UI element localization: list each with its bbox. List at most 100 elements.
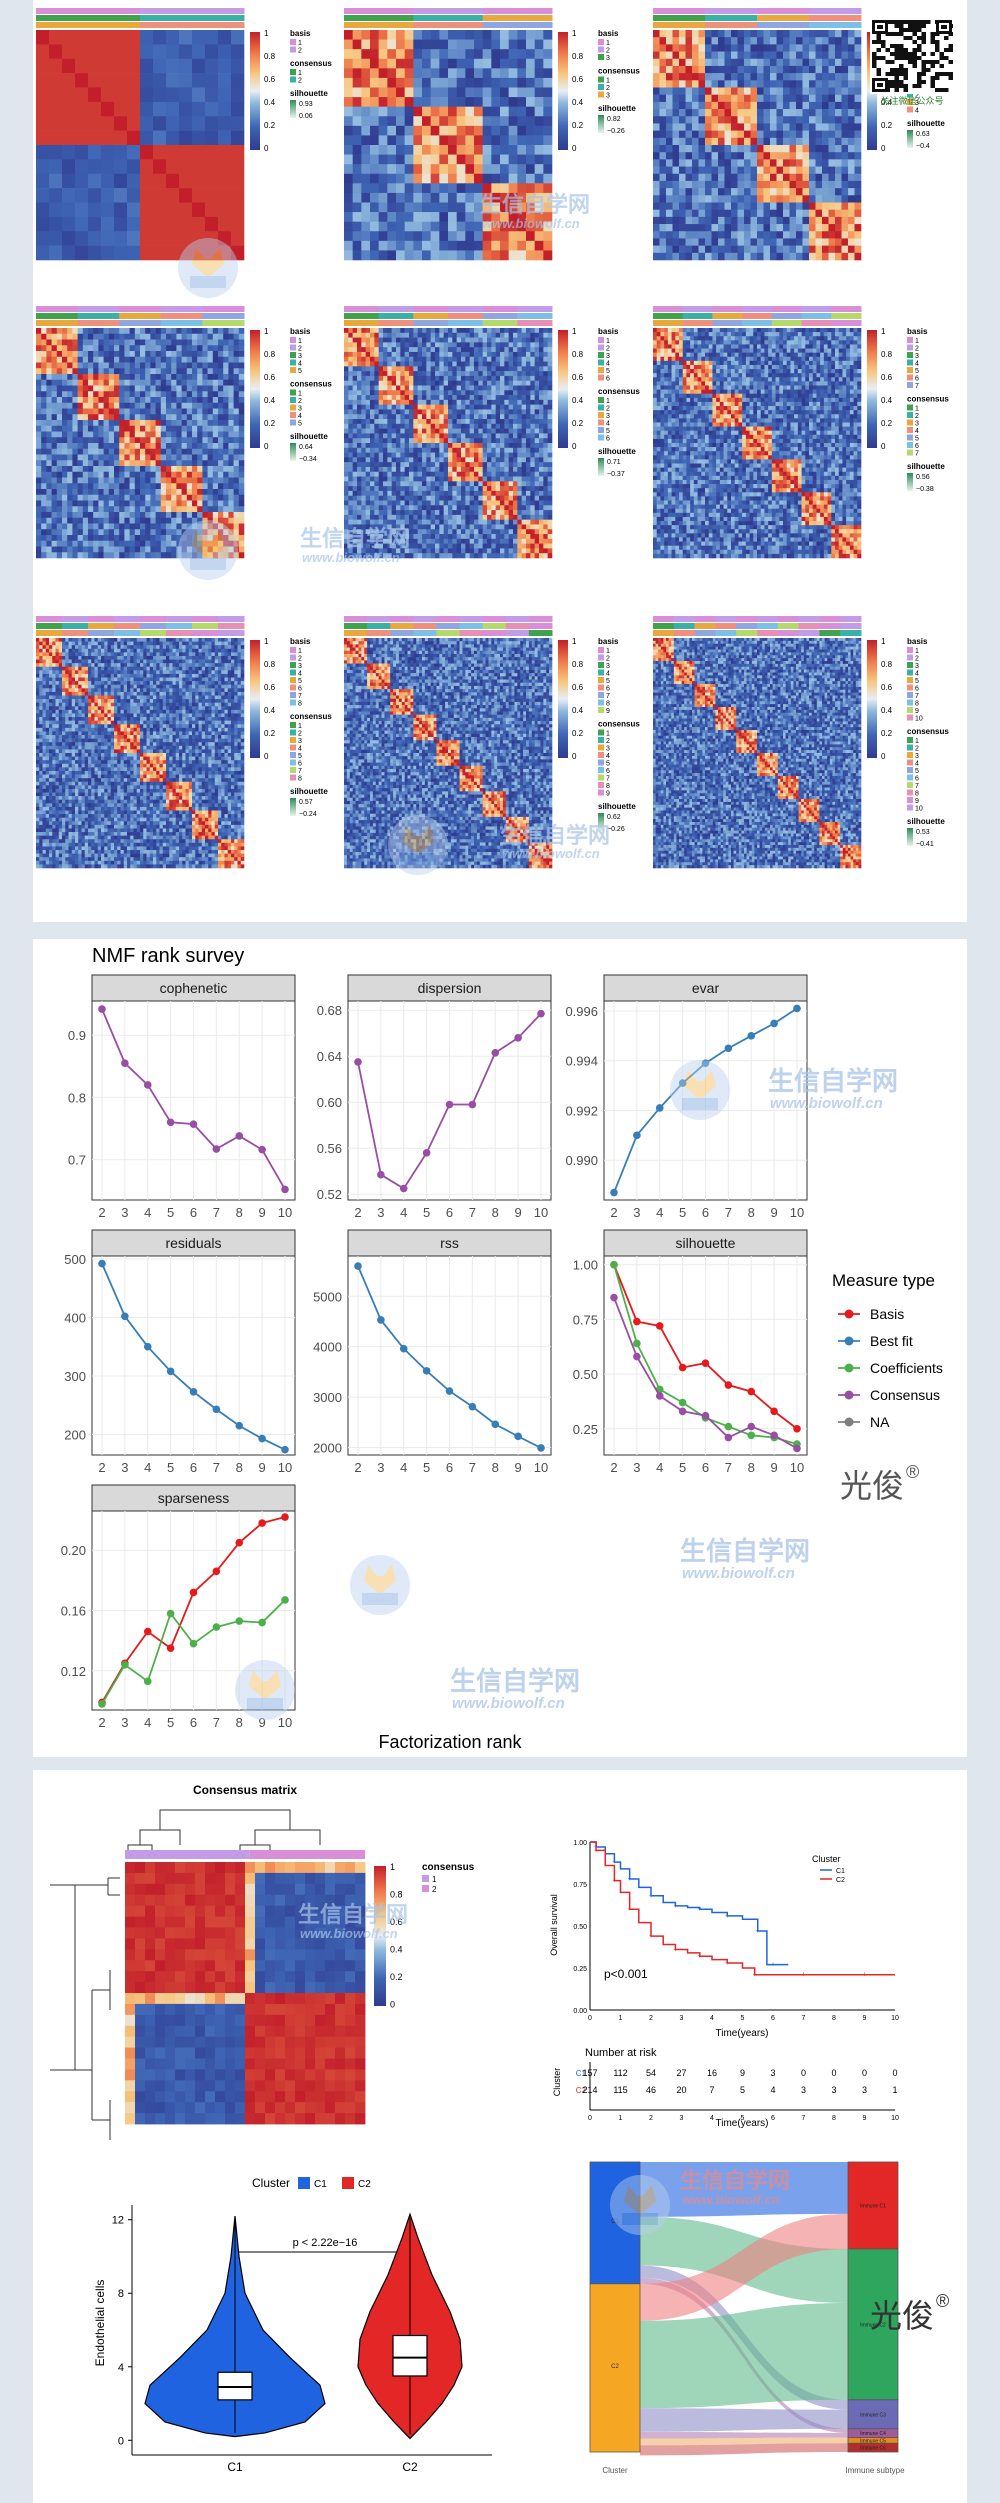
heatmap-cell: [660, 66, 667, 73]
heatmap-cell: [171, 489, 177, 495]
heatmap-cell: [483, 338, 488, 343]
heatmap-cell: [135, 340, 141, 346]
heatmap-cell: [119, 420, 125, 426]
heatmap-cell: [176, 386, 182, 392]
heatmap-cell: [239, 380, 245, 386]
heatmap-cell: [192, 380, 198, 386]
heatmap-cell: [145, 512, 151, 518]
heatmap-cell: [548, 366, 553, 371]
heatmap-cell: [67, 403, 73, 409]
heatmap-cell: [666, 152, 673, 159]
heatmap-cell: [718, 123, 725, 130]
heatmap-cell: [470, 381, 475, 386]
heatmap-cell: [192, 188, 205, 203]
heatmap-cell: [409, 357, 414, 362]
heatmap-cell: [67, 380, 73, 386]
heatmap-cell: [539, 342, 544, 347]
heatmap-cell: [790, 188, 797, 195]
heatmap-cell: [78, 357, 84, 363]
heatmap-cell: [62, 357, 68, 363]
heatmap-cell: [751, 123, 758, 130]
heatmap-cell: [135, 478, 141, 484]
heatmap-cell: [109, 391, 115, 397]
heatmap-cell: [413, 362, 418, 367]
heatmap-cell: [130, 391, 136, 397]
heatmap-cell: [130, 409, 136, 415]
heatmap-cell: [751, 217, 758, 224]
heatmap-cell: [353, 222, 362, 232]
heatmap-cell: [192, 483, 198, 489]
heatmap-cell: [135, 495, 141, 501]
annotation-bar-cell: [653, 15, 706, 21]
heatmap-cell: [36, 231, 49, 246]
heatmap-cell: [187, 357, 193, 363]
heatmap-cell: [686, 188, 693, 195]
heatmap-cell: [357, 347, 362, 352]
annotation-bar-cell: [78, 320, 120, 326]
heatmap-cell: [509, 381, 514, 386]
heatmap-cell: [156, 547, 162, 553]
heatmap-cell: [712, 80, 719, 87]
heatmap-cell: [46, 380, 52, 386]
heatmap-cell: [124, 443, 129, 449]
heatmap-cell: [543, 135, 552, 145]
heatmap-cell: [46, 414, 52, 420]
heatmap-cell: [712, 167, 719, 174]
heatmap-cell: [88, 420, 94, 426]
heatmap-cell: [483, 241, 492, 251]
heatmap-cell: [744, 123, 751, 130]
heatmap-cell: [835, 195, 842, 202]
heatmap-cell: [218, 73, 231, 88]
heatmap-cell: [161, 437, 167, 443]
heatmap-cell: [150, 374, 156, 380]
heatmap-cell: [699, 253, 706, 260]
heatmap-cell: [387, 30, 396, 40]
heatmap-cell: [166, 495, 172, 501]
heatmap-cell: [41, 432, 47, 438]
heatmap-cell: [679, 217, 686, 224]
heatmap-cell: [396, 145, 405, 155]
heatmap-cell: [777, 246, 784, 253]
heatmap-cell: [104, 351, 110, 357]
heatmap-cell: [500, 59, 509, 69]
heatmap-cell: [543, 78, 552, 88]
heatmap-cell: [62, 524, 68, 530]
heatmap-cell: [234, 368, 240, 374]
heatmap-cell: [465, 250, 474, 260]
heatmap-cell: [725, 224, 732, 231]
heatmap-cell: [228, 432, 234, 438]
heatmap-cell: [483, 357, 488, 362]
heatmap-cell: [413, 174, 422, 184]
heatmap-cell: [535, 164, 544, 174]
heatmap-cell: [673, 102, 680, 109]
color-scale-bar: [558, 32, 568, 150]
heatmap-cell: [93, 512, 99, 518]
heatmap-cell: [848, 246, 855, 253]
heatmap-cell: [796, 37, 803, 44]
heatmap-cell: [413, 212, 422, 222]
scale-tick-label: 0: [264, 144, 269, 153]
heatmap-cell: [41, 368, 47, 374]
heatmap-cell: [413, 241, 422, 251]
heatmap-cell: [192, 443, 198, 449]
heatmap-cell: [124, 391, 129, 397]
heatmap-cell: [114, 397, 120, 403]
heatmap-cell: [78, 334, 84, 340]
heatmap-cell: [796, 44, 803, 51]
heatmap-cell: [88, 466, 94, 472]
heatmap-cell: [387, 59, 396, 69]
heatmap-cell: [161, 489, 167, 495]
heatmap-cell: [526, 145, 535, 155]
heatmap-cell: [150, 506, 156, 512]
heatmap-cell: [457, 97, 466, 107]
heatmap-cell: [62, 443, 68, 449]
heatmap-cell: [422, 203, 431, 213]
heatmap-cell: [405, 126, 414, 136]
heatmap-cell: [705, 246, 712, 253]
heatmap-cell: [478, 362, 483, 367]
heatmap-cell: [770, 238, 777, 245]
heatmap-cell: [738, 159, 745, 166]
heatmap-cell: [679, 95, 686, 102]
heatmap-cell: [738, 95, 745, 102]
heatmap-cell: [218, 437, 224, 443]
